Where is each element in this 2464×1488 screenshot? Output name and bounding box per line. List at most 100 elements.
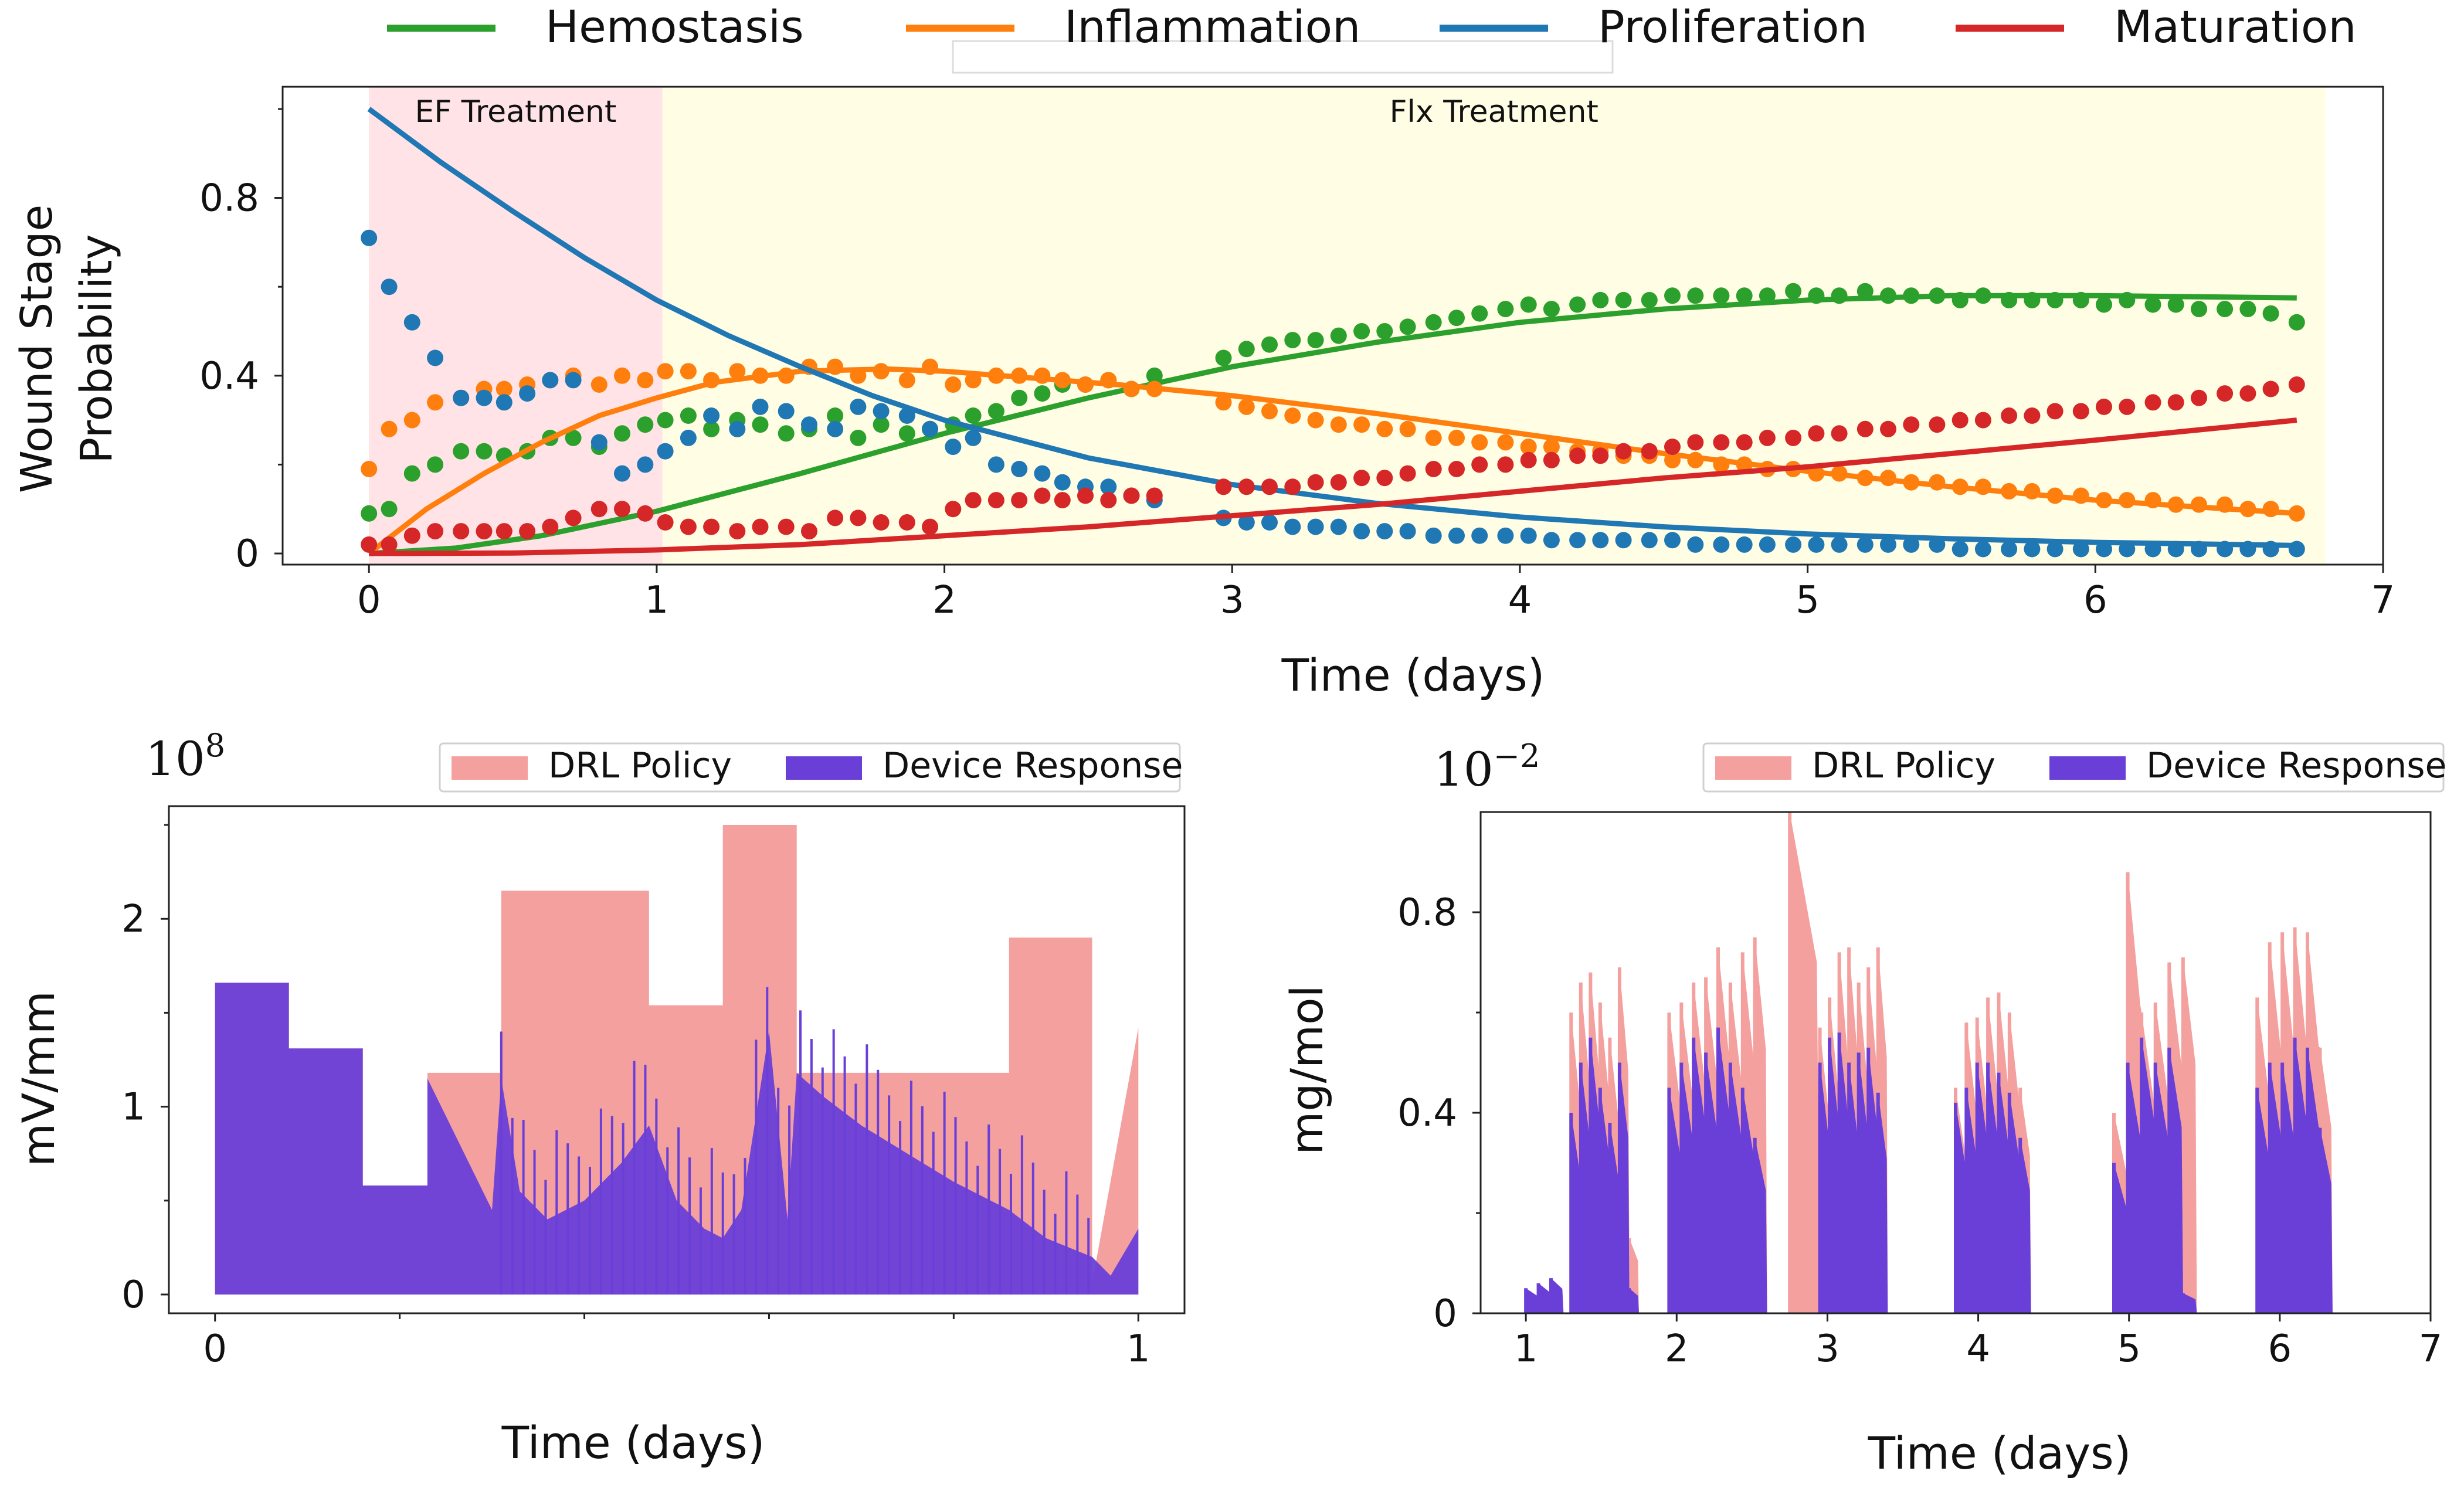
top-point-inflammation bbox=[2046, 487, 2063, 504]
top-point-proliferation bbox=[1929, 536, 1946, 553]
bl-legend-label-drl: DRL Policy bbox=[548, 745, 732, 786]
top-point-inflammation bbox=[1929, 474, 1946, 491]
top-point-hemostasis bbox=[703, 420, 720, 437]
top-point-proliferation bbox=[519, 385, 536, 402]
top-point-hemostasis bbox=[1307, 332, 1324, 349]
top-point-proliferation bbox=[1664, 532, 1681, 549]
top-ylabel-line2: Probability bbox=[72, 234, 122, 463]
br-scale-label: 10−2 bbox=[1434, 738, 1540, 797]
top-point-maturation bbox=[1974, 412, 1991, 429]
top-point-inflammation bbox=[1238, 398, 1255, 415]
top-point-maturation bbox=[1054, 492, 1071, 509]
top-point-maturation bbox=[1641, 443, 1658, 460]
top-point-maturation bbox=[1077, 487, 1094, 504]
top-point-inflammation bbox=[965, 372, 982, 389]
top-point-inflammation bbox=[1543, 439, 1560, 456]
top-point-maturation bbox=[1376, 470, 1393, 487]
top-point-maturation bbox=[778, 518, 795, 535]
top-point-proliferation bbox=[1592, 532, 1609, 549]
top-point-maturation bbox=[542, 518, 559, 535]
top-point-inflammation bbox=[2144, 492, 2161, 509]
top-point-hemostasis bbox=[898, 425, 915, 442]
top-point-hemostasis bbox=[1497, 301, 1514, 318]
top-point-maturation bbox=[361, 536, 378, 553]
top-point-hemostasis bbox=[1641, 291, 1658, 308]
top-point-proliferation bbox=[1353, 523, 1370, 540]
top-point-maturation bbox=[1399, 465, 1416, 482]
top-point-maturation bbox=[801, 523, 817, 540]
top-point-hemostasis bbox=[657, 412, 674, 429]
top-point-inflammation bbox=[1307, 412, 1324, 429]
top-point-proliferation bbox=[2191, 541, 2207, 558]
top-point-maturation bbox=[1759, 429, 1776, 446]
top-chart: EF Treatment Flx Treatment 0 1 2 3 4 5 6 7 0 0.4 0.8 bbox=[199, 86, 2395, 622]
top-point-proliferation bbox=[2096, 541, 2112, 558]
top-point-hemostasis bbox=[2046, 291, 2063, 308]
top-point-hemostasis bbox=[476, 443, 493, 460]
top-point-proliferation bbox=[778, 403, 795, 420]
top-point-proliferation bbox=[680, 429, 697, 446]
top-point-hemostasis bbox=[403, 465, 420, 482]
top-point-hemostasis bbox=[2024, 291, 2041, 308]
top-frame bbox=[281, 86, 2384, 566]
top-point-hemostasis bbox=[2191, 301, 2207, 318]
top-ylabel-line1: Wound Stage bbox=[12, 205, 62, 493]
top-point-hemostasis bbox=[1831, 287, 1848, 304]
top-point-inflammation bbox=[1448, 429, 1465, 446]
bl-xtick-label: 0 bbox=[203, 1327, 227, 1371]
top-point-maturation bbox=[1592, 447, 1609, 464]
top-point-maturation bbox=[476, 523, 493, 540]
top-point-maturation bbox=[2024, 407, 2041, 424]
top-point-hemostasis bbox=[1284, 332, 1301, 349]
bl-scale-label: 108 bbox=[145, 727, 225, 786]
top-point-inflammation bbox=[381, 420, 398, 437]
top-point-proliferation bbox=[1520, 527, 1537, 544]
top-point-inflammation bbox=[1054, 372, 1071, 389]
top-point-proliferation bbox=[1543, 532, 1560, 549]
top-xtick-label: 1 bbox=[645, 579, 669, 622]
top-point-inflammation bbox=[614, 367, 630, 384]
top-point-inflammation bbox=[1471, 434, 1488, 451]
top-point-proliferation bbox=[1238, 514, 1255, 531]
top-point-maturation bbox=[1448, 461, 1465, 477]
top-point-hemostasis bbox=[1353, 323, 1370, 339]
top-point-hemostasis bbox=[1785, 283, 1802, 300]
top-point-inflammation bbox=[1857, 470, 1874, 487]
top-point-maturation bbox=[2167, 394, 2184, 411]
top-point-hemostasis bbox=[637, 416, 654, 433]
top-point-inflammation bbox=[850, 367, 867, 384]
bl-ytick-label: 1 bbox=[121, 1086, 145, 1129]
top-point-inflammation bbox=[1736, 456, 1753, 473]
top-point-hemostasis bbox=[1713, 287, 1730, 304]
top-point-maturation bbox=[2239, 385, 2256, 402]
top-point-proliferation bbox=[922, 420, 938, 437]
br-area-device-response bbox=[1956, 1062, 2031, 1313]
top-point-proliferation bbox=[427, 349, 444, 366]
top-ytick-label: 0.4 bbox=[199, 355, 259, 398]
top-legend-box bbox=[952, 40, 1614, 74]
top-point-maturation bbox=[657, 514, 674, 531]
top-point-proliferation bbox=[1054, 474, 1071, 491]
top-point-proliferation bbox=[945, 439, 962, 456]
top-point-proliferation bbox=[1831, 536, 1848, 553]
top-point-maturation bbox=[850, 509, 867, 526]
top-point-hemostasis bbox=[2288, 314, 2305, 331]
br-frame bbox=[1479, 811, 2432, 1314]
top-point-maturation bbox=[1034, 487, 1051, 504]
top-point-proliferation bbox=[1376, 523, 1393, 540]
top-point-inflammation bbox=[1215, 394, 1232, 411]
top-point-maturation bbox=[1880, 420, 1896, 437]
top-point-proliferation bbox=[2024, 541, 2041, 558]
top-point-inflammation bbox=[703, 372, 720, 389]
top-point-proliferation bbox=[850, 398, 867, 415]
top-point-maturation bbox=[922, 518, 938, 535]
top-point-inflammation bbox=[680, 363, 697, 380]
top-point-maturation bbox=[1307, 474, 1324, 491]
top-point-proliferation bbox=[590, 434, 607, 451]
top-point-maturation bbox=[1284, 478, 1301, 495]
top-point-maturation bbox=[1903, 416, 1920, 433]
top-point-maturation bbox=[2288, 376, 2305, 393]
bl-area-device-response bbox=[215, 983, 1139, 1295]
top-point-proliferation bbox=[2288, 541, 2305, 558]
